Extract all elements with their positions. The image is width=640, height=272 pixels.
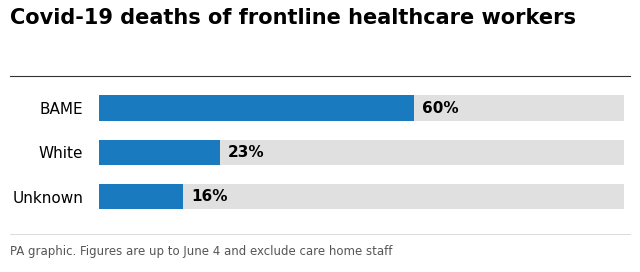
Text: PA graphic. Figures are up to June 4 and exclude care home staff: PA graphic. Figures are up to June 4 and… <box>10 245 392 258</box>
Bar <box>99 184 183 209</box>
Bar <box>99 95 414 121</box>
Text: 60%: 60% <box>422 101 459 116</box>
Text: Covid-19 deaths of frontline healthcare workers: Covid-19 deaths of frontline healthcare … <box>10 8 575 28</box>
Text: 16%: 16% <box>191 189 228 204</box>
Bar <box>99 95 624 121</box>
Bar <box>99 140 624 165</box>
Text: 23%: 23% <box>228 145 264 160</box>
Bar <box>99 140 220 165</box>
Bar <box>99 184 624 209</box>
